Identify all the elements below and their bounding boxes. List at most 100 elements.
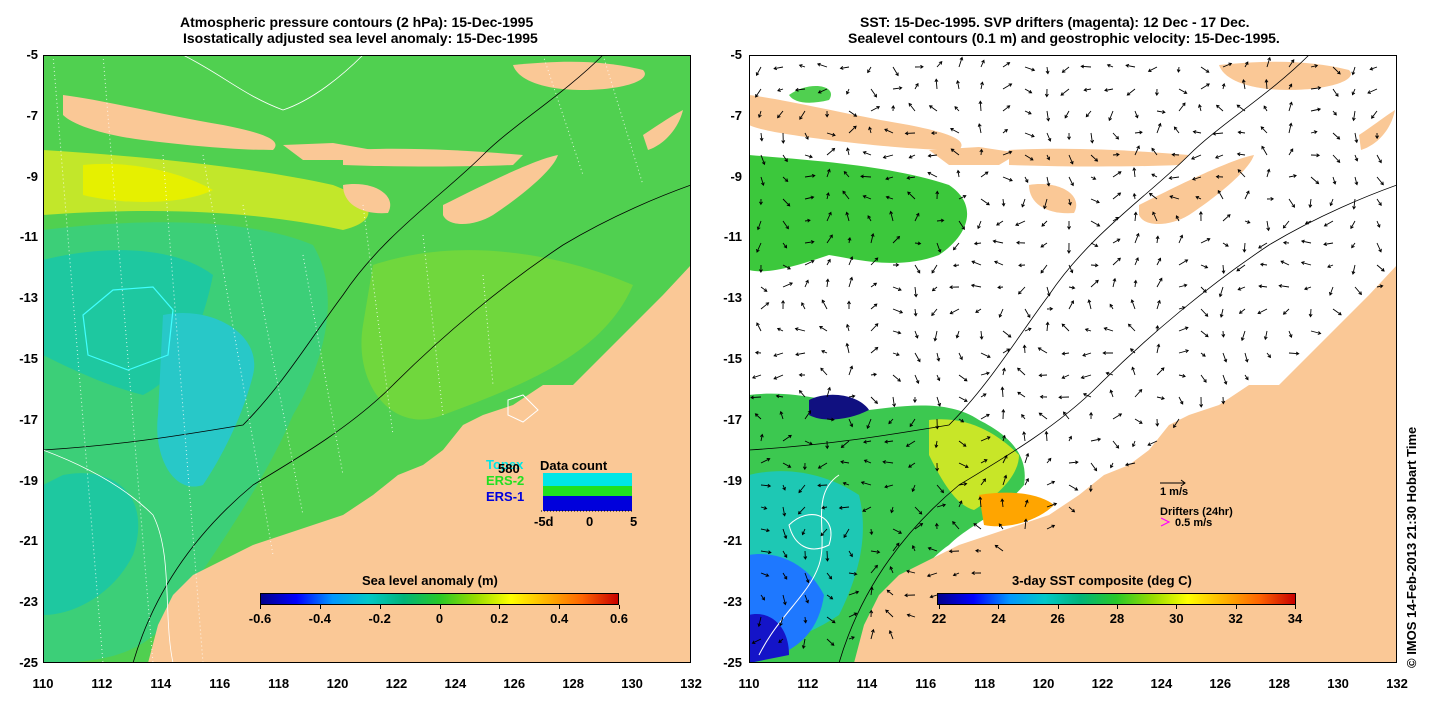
velocity-arrow: [863, 459, 872, 464]
velocity-arrow: [958, 352, 963, 361]
velocity-arrow: [1244, 190, 1250, 200]
left-x-tick-label: 132: [680, 676, 702, 691]
velocity-arrow: [1058, 395, 1070, 400]
velocity-arrow: [888, 629, 894, 640]
velocity-arrow: [930, 131, 938, 135]
left-colorbar: [260, 593, 619, 605]
velocity-arrow: [1217, 189, 1224, 200]
velocity-arrow: [1351, 242, 1356, 249]
velocity-arrow: [1237, 130, 1246, 135]
velocity-arrow: [848, 256, 854, 266]
data-count-inset: Data count -5d 0 5 Topex 580 ERS-2 ERS-1: [486, 457, 637, 529]
velocity-arrow: [1045, 66, 1050, 75]
velocity-arrow: [1198, 211, 1203, 222]
velocity-arrow: [973, 241, 982, 246]
velocity-arrow: [933, 330, 938, 342]
velocity-arrow: [798, 373, 806, 377]
velocity-arrow: [892, 542, 900, 552]
velocity-arrow: [1376, 242, 1382, 253]
velocity-arrow: [1151, 147, 1158, 156]
left-colorbar-tick-label: -0.2: [368, 611, 391, 626]
velocity-arrow: [802, 462, 807, 471]
velocity-arrow: [820, 367, 828, 376]
velocity-arrow: [892, 374, 901, 382]
velocity-arrow: [782, 572, 788, 580]
velocity-arrow: [842, 481, 850, 486]
velocity-arrow: [1176, 66, 1181, 73]
velocity-arrow: [892, 235, 901, 244]
velocity-arrow: [1021, 198, 1026, 208]
velocity-arrow: [826, 147, 836, 156]
velocity-arrow: [862, 151, 872, 156]
velocity-arrow: [906, 175, 916, 180]
velocity-arrow: [1085, 110, 1092, 118]
right-map: 1 m/s Drifters (24hr) 0.5 m/s: [749, 55, 1397, 663]
sst-orange-coast: [979, 492, 1054, 527]
velocity-arrow: [1126, 88, 1136, 96]
velocity-arrow: [760, 302, 770, 310]
velocity-arrow: [1068, 285, 1076, 290]
velocity-arrow: [863, 439, 872, 444]
velocity-arrow: [826, 211, 832, 222]
velocity-arrow: [1221, 330, 1226, 338]
velocity-arrow: [1376, 220, 1381, 228]
velocity-arrow: [955, 330, 960, 339]
velocity-arrow: [1046, 524, 1056, 530]
velocity-arrow: [1266, 56, 1272, 68]
velocity-arrow: [1199, 396, 1204, 408]
velocity-arrow: [1112, 152, 1120, 157]
velocity-arrow: [1237, 169, 1246, 178]
cyan-contour-hexagon: [82, 286, 174, 371]
data-count-number: 580: [498, 461, 520, 476]
velocity-arrow: [801, 638, 806, 649]
right-x-tick-label: 116: [915, 676, 937, 691]
velocity-arrow: [1041, 220, 1048, 227]
velocity-arrow: [1040, 264, 1048, 274]
velocity-arrow: [848, 110, 858, 117]
velocity-arrow: [929, 594, 938, 599]
velocity-arrow: [993, 260, 1004, 266]
velocity-arrow: [992, 239, 1004, 244]
velocity-arrow: [1244, 61, 1249, 68]
right-colorbar-tick-label: 34: [1287, 611, 1303, 626]
velocity-arrow: [1038, 373, 1048, 378]
velocity-arrow: [980, 59, 985, 68]
velocity-arrow: [1061, 323, 1070, 332]
velocity-arrow: [954, 106, 960, 112]
velocity-arrow: [975, 308, 982, 313]
velocity-arrow: [1376, 284, 1384, 289]
velocity-arrow: [1112, 132, 1120, 140]
velocity-arrow: [1068, 198, 1072, 206]
velocity-arrow: [1060, 88, 1070, 96]
velocity-arrow: [1261, 145, 1268, 156]
velocity-arrow: [886, 589, 894, 596]
velocity-arrow: [1288, 330, 1293, 339]
velocity-arrow: [1376, 198, 1382, 207]
velocity-arrow: [1017, 367, 1026, 376]
velocity-arrow: [848, 365, 854, 376]
velocity-arrow: [1068, 264, 1074, 274]
velocity-arrow: [1257, 308, 1268, 315]
velocity-arrow: [913, 396, 917, 403]
velocity-arrow: [754, 413, 762, 420]
velocity-arrow: [1200, 352, 1206, 357]
velocity-arrow: [1156, 122, 1162, 134]
sumba-island: [343, 184, 391, 214]
velocity-arrow: [760, 458, 771, 464]
velocity-arrow: [1068, 300, 1075, 310]
velocity-arrow: [905, 440, 916, 447]
velocity-arrow: [1104, 88, 1114, 92]
velocity-arrow: [1354, 154, 1359, 162]
velocity-arrow: [1125, 63, 1136, 68]
left-colorbar-tick-mark: [439, 605, 441, 609]
left-colorbar-tick-mark: [260, 605, 261, 609]
northern-island-right: [1219, 61, 1351, 90]
velocity-arrow: [1024, 88, 1033, 94]
velocity-arrow: [1327, 264, 1334, 268]
velocity-arrow: [1156, 299, 1161, 310]
sst-green-patch-2: [789, 85, 831, 103]
velocity-arrow: [1080, 64, 1092, 69]
velocity-arrow: [1040, 242, 1048, 248]
velocity-arrow: [931, 286, 938, 292]
velocity-arrow: [1169, 195, 1180, 200]
